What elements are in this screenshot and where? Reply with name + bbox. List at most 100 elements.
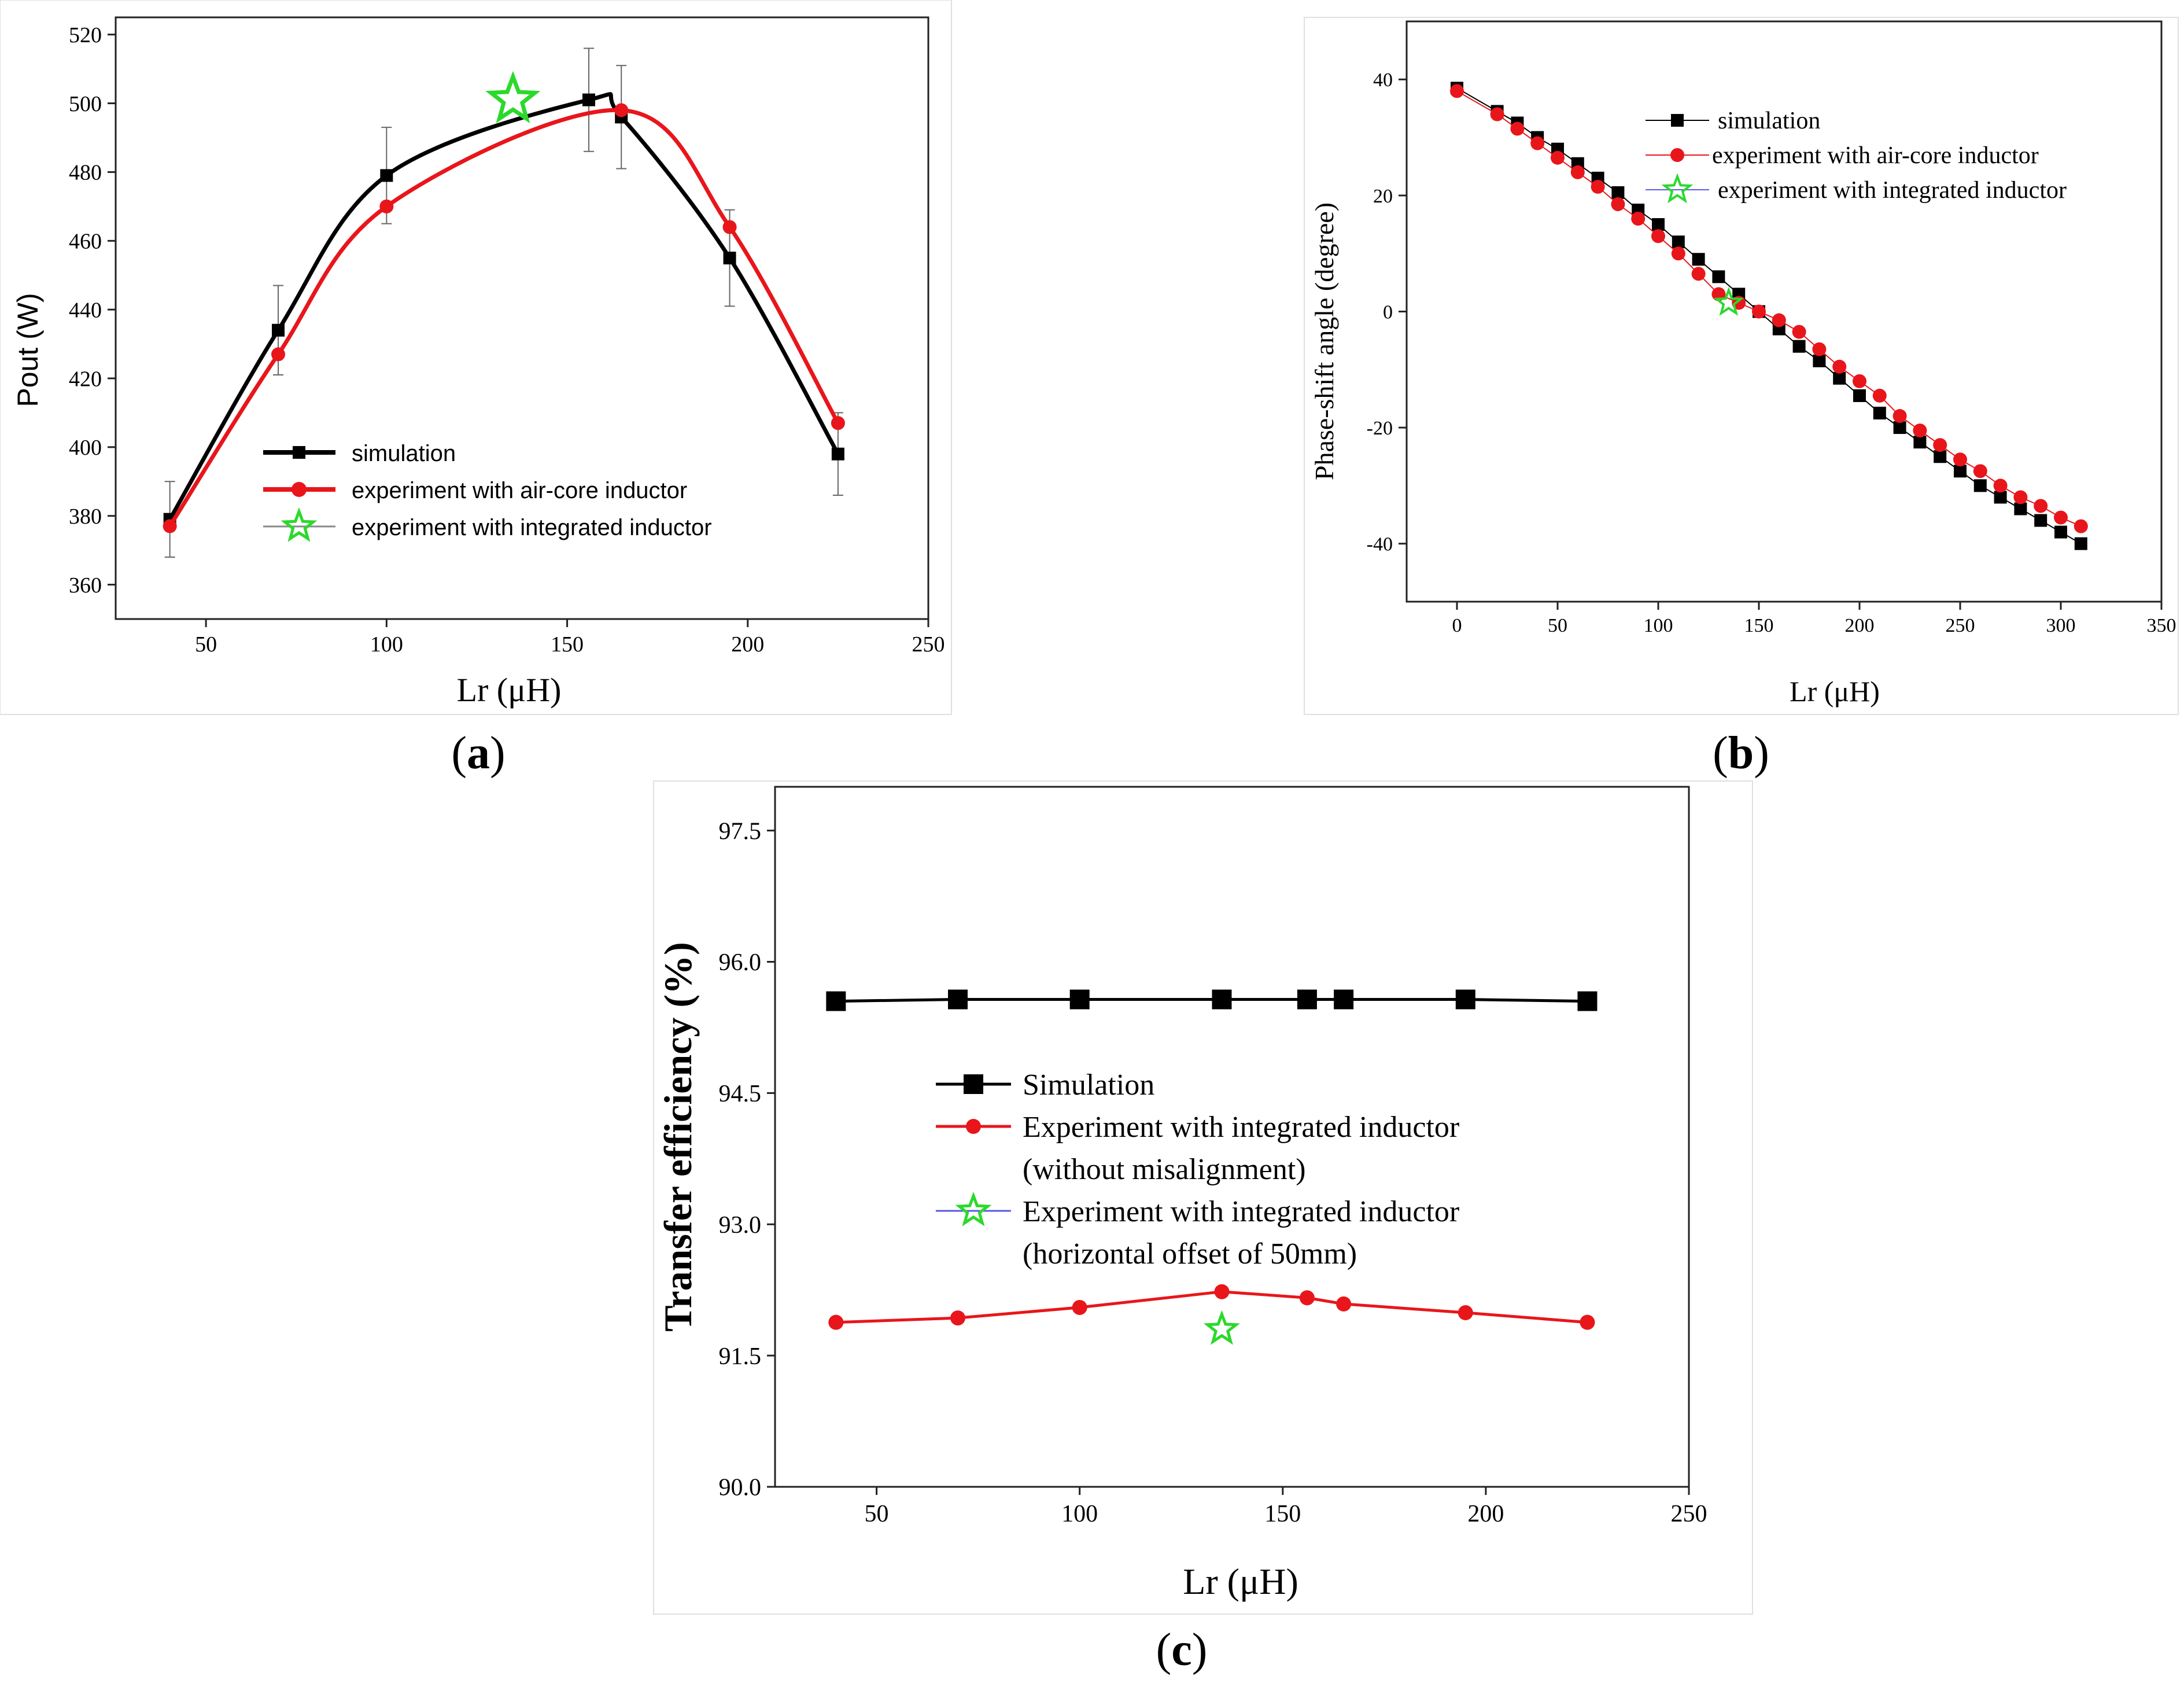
panel-c-caption-letter: c	[1171, 1625, 1192, 1675]
panel-a-plot-area	[115, 16, 929, 620]
data-point-simulation	[1577, 991, 1598, 1011]
panel-b-ylabel: Phase-shift angle (degree)	[1309, 202, 1339, 480]
x-tick-label: 250	[1946, 615, 1975, 636]
data-point-simulation	[272, 323, 285, 337]
data-point-simulation	[2074, 537, 2087, 550]
b-legend-marker-int	[1661, 173, 1694, 204]
data-point-experiment	[1299, 1290, 1315, 1306]
panel-a-xlabel: Lr (μH)	[457, 671, 562, 709]
panel-c-plot-area	[774, 786, 1690, 1488]
y-tick-label: 90.0	[719, 1475, 762, 1501]
data-point-air-core	[1853, 374, 1866, 388]
a-legend-marker-air	[292, 482, 307, 497]
b-legend-marker-sim	[1671, 114, 1684, 127]
data-point-simulation	[826, 991, 846, 1011]
y-tick-label: 520	[69, 23, 102, 47]
data-point-experiment	[1458, 1305, 1473, 1321]
y-tick-label: 480	[69, 161, 102, 185]
a-legend-marker-int	[281, 507, 318, 542]
data-point-air-core	[1671, 246, 1685, 261]
y-tick-label: 40	[1373, 69, 1393, 91]
data-point-air-core	[1450, 84, 1464, 98]
data-point-simulation	[1833, 371, 1846, 385]
data-point-simulation	[1455, 989, 1475, 1010]
data-point-air-core	[2034, 499, 2048, 513]
data-point-simulation	[1712, 270, 1725, 283]
data-point-air-core	[1913, 423, 1927, 438]
data-point-simulation	[380, 169, 393, 182]
data-point-air-core	[1570, 165, 1585, 179]
data-point-experiment	[1336, 1296, 1352, 1312]
panel-a-marks	[163, 47, 845, 558]
data-point-air-core	[1933, 438, 1947, 452]
b-legend-label-int: experiment with integrated inductor	[1718, 177, 2067, 204]
panel-a-legend: simulation experiment with air-core indu…	[263, 441, 712, 542]
data-point-air-core	[163, 519, 177, 533]
x-tick-label: 200	[731, 632, 764, 657]
data-point-simulation	[582, 93, 596, 106]
panel-a-frame	[0, 0, 952, 715]
panel-b-frame	[1304, 17, 2179, 715]
data-point-simulation	[1853, 389, 1866, 402]
data-point-simulation	[1652, 218, 1665, 231]
b-legend-label-air: experiment with air-core inductor	[1712, 142, 2039, 169]
c-legend-label-exp: Experiment with integrated inductor	[1023, 1111, 1459, 1144]
data-point-experiment	[950, 1310, 965, 1326]
y-tick-label: 96.0	[719, 949, 762, 976]
data-point-simulation	[1792, 340, 1806, 353]
data-point-air-core	[1973, 464, 1987, 478]
y-tick-label: -40	[1367, 534, 1393, 555]
y-tick-label: 93.0	[719, 1212, 762, 1239]
panel-b-legend: simulation experiment with air-core indu…	[1646, 108, 2067, 204]
data-point-offset	[1203, 1310, 1241, 1345]
data-point-simulation	[1973, 479, 1987, 492]
panel-b-marks	[1450, 82, 2088, 550]
panel-a-ylabel: Pout (W)	[12, 293, 44, 407]
y-tick-label: 460	[69, 230, 102, 254]
x-tick-label: 0	[1452, 615, 1462, 636]
data-point-experiment	[1214, 1284, 1230, 1299]
panel-b-xlabel: Lr (μH)	[1790, 675, 1880, 708]
x-tick-label: 100	[1644, 615, 1673, 636]
series-line-air-core	[168, 108, 840, 528]
panel-c-frame	[653, 780, 1753, 1615]
data-point-air-core	[1631, 212, 1646, 226]
x-tick-label: 350	[2147, 615, 2176, 636]
data-point-air-core	[831, 416, 845, 430]
data-point-air-core	[1651, 229, 1665, 244]
data-point-air-core	[379, 199, 394, 213]
c-legend-label-sim: Simulation	[1023, 1069, 1154, 1102]
x-tick-label: 150	[1264, 1501, 1301, 1527]
data-point-simulation	[1913, 436, 1927, 449]
c-legend-marker-sim	[964, 1074, 983, 1094]
data-point-experiment	[828, 1314, 844, 1330]
data-point-air-core	[1812, 342, 1827, 356]
c-legend-label-off: Experiment with integrated inductor	[1023, 1195, 1459, 1228]
data-point-air-core	[2054, 510, 2068, 525]
x-tick-label: 100	[1061, 1501, 1098, 1527]
panel-b: 0 50 100 150 200 250 300 350 -40 -20 0 20 40 Lr (μH…	[1304, 17, 2179, 779]
data-point-air-core	[1792, 325, 1806, 339]
y-tick-label: 94.5	[719, 1081, 762, 1107]
data-point-simulation	[1873, 407, 1886, 420]
data-point-simulation	[831, 447, 844, 461]
a-legend-marker-sim	[293, 446, 305, 459]
series-line-simulation	[168, 92, 840, 521]
c-legend-marker-exp	[966, 1119, 981, 1134]
data-point-simulation	[1994, 491, 2007, 504]
data-point-air-core	[1832, 359, 1847, 374]
x-tick-label: 150	[1744, 615, 1774, 636]
data-point-simulation	[2014, 502, 2027, 515]
data-point-simulation	[1672, 235, 1685, 249]
data-point-integrated	[485, 71, 541, 124]
data-point-air-core	[1530, 136, 1545, 150]
data-point-simulation	[1893, 421, 1906, 434]
y-tick-label: -20	[1367, 418, 1393, 439]
data-point-simulation	[1212, 989, 1232, 1010]
x-tick-label: 150	[551, 632, 584, 657]
y-tick-label: 97.5	[719, 818, 762, 845]
y-tick-label: 400	[69, 436, 102, 460]
data-point-simulation	[723, 252, 736, 264]
